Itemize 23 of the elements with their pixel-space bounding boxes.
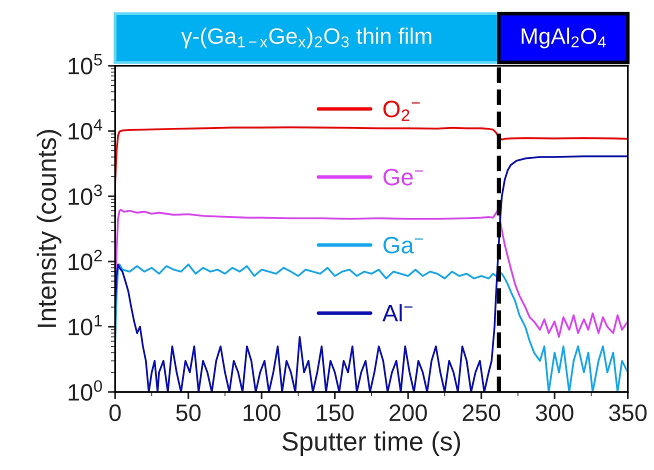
x-tick-label: 200 [390,404,427,422]
legend-label: Ga$^{−}$ [384,236,423,254]
legend-label: O$_{2}$$^{−}$ [383,100,420,121]
y-tick-label: 10$^{5}$ [68,54,102,74]
y-axis-title: Intensity (counts) [36,130,62,327]
y-tick-label: 10$^{1}$ [68,314,102,336]
line-series [115,208,628,338]
legend-label: Al$^{−}$ [382,304,412,322]
x-tick-label: 100 [244,404,280,422]
text: γ-(Ga$_{1−x}$Ge$_{x}$)$_{2}$O$_{3}$ thin film [181,28,432,48]
legend-label: Ge$^{−}$ [384,168,423,186]
x-tick-label: 300 [536,404,574,422]
y-tick-label: 10$^{4}$ [68,119,102,140]
y-tick-label: 10$^{2}$ [68,250,102,270]
x-tick-label: 0 [109,404,121,422]
x-tick-label: 350 [609,404,647,422]
x-tick-label: 150 [316,404,354,422]
y-tick-label: 10$^{0}$ [68,380,102,401]
x-tick-label: 50 [176,404,201,422]
y-tick-label: 10$^{3}$ [68,184,102,206]
x-tick-label: 250 [462,404,500,422]
text: MgAl$_{2}$O$_{4}$ [522,28,606,48]
x-axis-title: Sputter time (s) [282,431,460,456]
